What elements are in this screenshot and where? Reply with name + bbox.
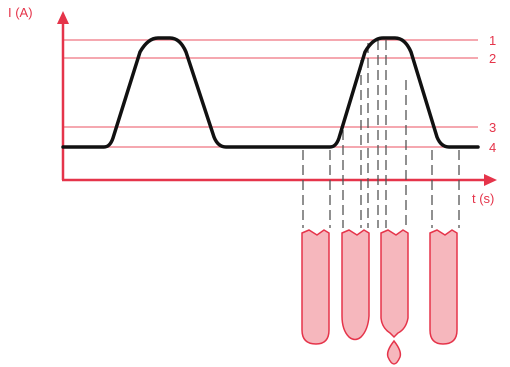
detached-droplet-icon xyxy=(386,339,402,365)
droplet-stages xyxy=(301,229,458,365)
electrode-stage-necking xyxy=(341,229,370,341)
electrode-stage-after-transfer xyxy=(429,229,458,345)
level-label-2: 2 xyxy=(489,51,496,66)
x-axis-arrow-icon xyxy=(484,174,497,186)
electrode-stage-detaching xyxy=(380,229,409,339)
electrode-stage-initial xyxy=(301,229,330,345)
x-axis-label: t (s) xyxy=(472,191,494,206)
level-label-4: 4 xyxy=(489,140,496,155)
guide-lines xyxy=(302,40,460,228)
level-label-1: 1 xyxy=(489,33,496,48)
y-axis-label: I (A) xyxy=(8,5,33,20)
level-label-3: 3 xyxy=(489,120,496,135)
axes xyxy=(57,11,497,186)
y-axis-arrow-icon xyxy=(57,11,69,24)
current-waveform xyxy=(61,36,480,149)
